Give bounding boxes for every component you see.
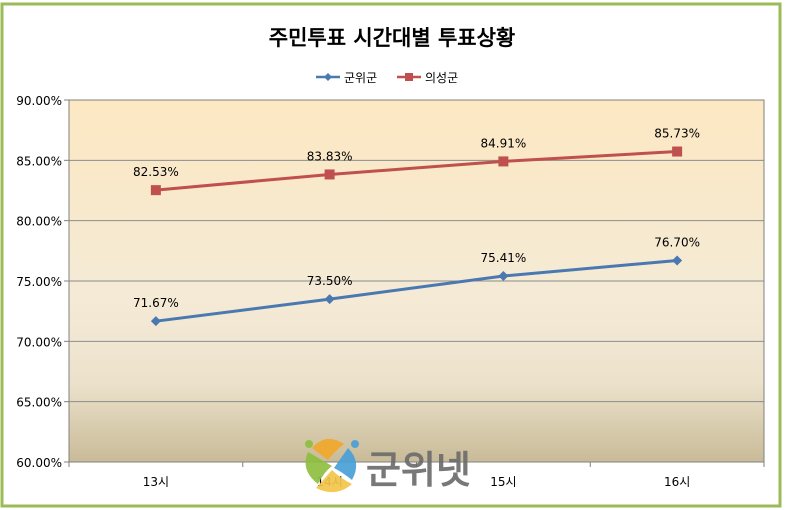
data-label: 75.41% — [480, 251, 526, 265]
gridlines — [69, 159, 764, 403]
plot-border — [68, 99, 765, 463]
y-tick-label: 80.00% — [16, 215, 62, 229]
watermark-text: 군위넷 — [366, 448, 471, 492]
data-point — [324, 169, 335, 180]
legend: 군위군 의성군 — [316, 71, 458, 85]
y-tick-label: 60.00% — [16, 456, 62, 470]
legend-item-1: 의성군 — [397, 71, 458, 85]
data-label: 84.91% — [480, 136, 526, 150]
series-1: 82.53% 83.83% 84.91% 85.73% — [133, 127, 700, 196]
series-line — [155, 150, 678, 192]
data-label: 71.67% — [133, 296, 179, 310]
data-label: 73.50% — [307, 274, 353, 288]
y-tick-label: 85.00% — [16, 154, 62, 168]
y-tick-label: 70.00% — [16, 335, 62, 349]
data-point — [150, 316, 161, 327]
data-label: 82.53% — [133, 165, 179, 179]
data-label: 76.70% — [654, 235, 700, 249]
y-tick-label: 90.00% — [16, 94, 62, 108]
y-tick-label: 75.00% — [16, 275, 62, 289]
y-tick-label: 65.00% — [16, 396, 62, 410]
data-point — [672, 146, 683, 157]
data-point — [324, 294, 335, 305]
series-0: 71.67% 73.50% 75.41% 76.70% — [133, 235, 700, 327]
data-label: 85.73% — [654, 127, 700, 141]
chart-title: 주민투표 시간대별 투표상황 — [269, 26, 515, 50]
watermark-logo: 군위넷 — [305, 438, 471, 493]
y-axis: 60.00% 65.00% 70.00% 75.00% 80.00% 85.00% 90.0… — [16, 94, 69, 470]
data-point — [150, 185, 161, 196]
legend-label-1: 의성군 — [425, 71, 458, 85]
legend-item-0: 군위군 — [316, 71, 377, 85]
x-tick-label: 16시 — [664, 475, 690, 489]
series-layer: 71.67% 73.50% 75.41% 76.70% 82.53% 83.83% 84.9… — [133, 127, 700, 327]
data-point — [498, 271, 509, 282]
data-point — [498, 156, 509, 167]
data-point — [672, 255, 683, 266]
data-label: 83.83% — [307, 149, 353, 163]
x-tick-label: 15시 — [490, 475, 516, 489]
series-line — [155, 258, 678, 323]
legend-label-0: 군위군 — [344, 71, 377, 85]
pinwheel-logo-icon — [305, 438, 359, 493]
x-tick-label: 13시 — [143, 475, 169, 489]
